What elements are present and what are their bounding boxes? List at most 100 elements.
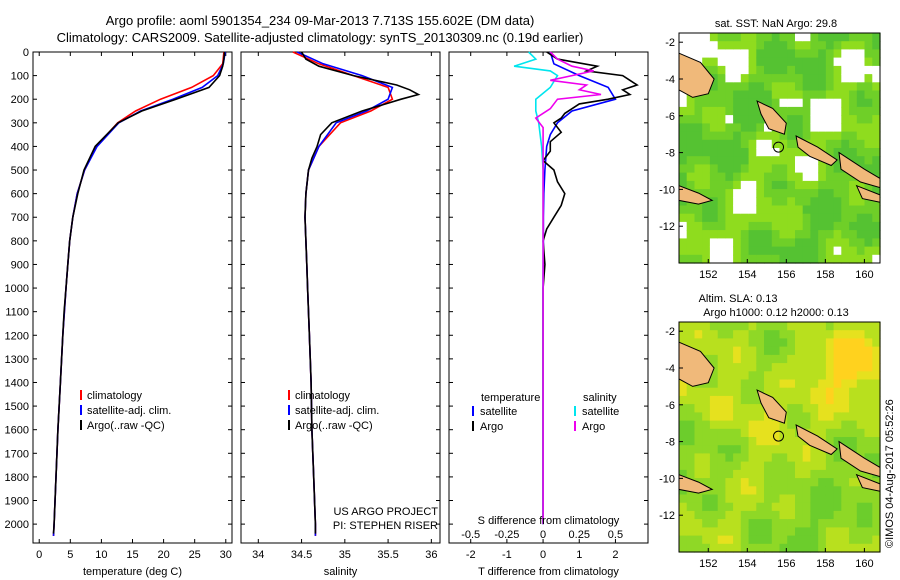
sla_map-cell (841, 494, 850, 504)
sst_map-cell (709, 123, 719, 133)
sla_map-cell (756, 354, 765, 364)
sla_map-cell (733, 404, 742, 413)
sla_map-cell (864, 445, 873, 454)
sst_map-cell (733, 213, 742, 223)
sla_map-cell (779, 486, 788, 496)
sst_map-cell (694, 205, 703, 215)
sst_map-cell (818, 189, 827, 198)
sla_map-cell (709, 502, 719, 512)
sst_map-cell (802, 106, 811, 116)
sla_map-cell (802, 543, 811, 553)
sst_map-cell (679, 221, 688, 231)
sst_map-cell (725, 164, 734, 174)
sla_map-cell (810, 469, 819, 479)
sst_map-ytick-label: -4 (665, 74, 675, 86)
sla_map-cell (849, 543, 858, 553)
sla_map-cell (825, 346, 835, 356)
sla_map-cell (725, 346, 734, 356)
sst_map-cell (802, 57, 811, 67)
sla_map-cell (686, 387, 695, 397)
sla_map-cell (771, 338, 781, 348)
sla_map-cell (709, 395, 719, 405)
sla_map-cell (733, 469, 742, 479)
sst_map-cell (779, 106, 788, 116)
sla_map-cell (795, 510, 804, 520)
diff-legend-label: satellite (582, 406, 619, 418)
sst_map-cell (709, 90, 719, 100)
sst_map-cell (679, 180, 688, 190)
sst_map-cell (740, 33, 750, 42)
sla_map-cell (709, 404, 719, 413)
sla_map-cell (702, 445, 711, 454)
sst_map-cell (725, 156, 734, 165)
sst_map-cell (740, 98, 750, 108)
sst_map-cell (818, 123, 827, 133)
sla_map-cell (702, 469, 711, 479)
sst_map-cell (756, 41, 765, 50)
sla_map-cell (787, 420, 796, 430)
differences-frame (448, 51, 649, 544)
sst_map-cell (709, 172, 719, 182)
sst_map-cell (787, 123, 796, 133)
sst_map-cell (764, 98, 773, 108)
sla_map-cell (679, 437, 688, 446)
sla_map-cell (686, 404, 695, 413)
sst_map-cell (756, 189, 765, 198)
sst_map-cell (740, 172, 750, 182)
sla_map-cell (864, 371, 873, 381)
sla_map-cell (864, 428, 873, 438)
sla_map-cell (679, 428, 688, 438)
sla_map-cell (849, 395, 858, 405)
sla_map-cell (694, 519, 703, 528)
sla_map-cell (818, 387, 827, 397)
sla_map-cell (779, 437, 788, 446)
sst_map-cell (679, 254, 688, 264)
sla_map-cell (864, 363, 873, 372)
sst_map-cell (686, 33, 695, 42)
sst_map-cell (764, 148, 773, 157)
sst_map-cell (756, 49, 765, 59)
sst_map-cell (810, 98, 819, 108)
sla_map-cell (733, 445, 742, 454)
sst_map-cell (779, 172, 788, 182)
differences-xlabel: T difference from climatology (478, 566, 619, 578)
sla_map-cell (856, 543, 866, 553)
sst_map-cell (709, 49, 719, 59)
sla_map-cell (856, 346, 866, 356)
sla_map-cell (872, 453, 881, 463)
sst_map-cell (771, 49, 781, 59)
sla_map-cell (725, 387, 734, 397)
sst_map-landmass (756, 100, 787, 135)
sla_map-cell (802, 379, 811, 389)
sla_map-cell (833, 486, 842, 496)
sst_map-cell (841, 98, 850, 108)
sla_map-cell (733, 478, 742, 487)
sst_map-cell (864, 148, 873, 157)
sla_map-cell (740, 428, 750, 438)
sla_map-cell (764, 543, 773, 553)
sla_map-cell (679, 502, 688, 512)
sla_map-cell (748, 346, 757, 356)
sst_map-cell (787, 156, 796, 165)
sst_map-cell (756, 74, 765, 83)
temperature-xtick-label: 10 (95, 549, 107, 561)
sla_map-cell (841, 363, 850, 372)
sst_map-cell (856, 98, 866, 108)
sst_map-cell (802, 41, 811, 50)
sla_map-cell (787, 412, 796, 422)
sst_map-cell (818, 164, 827, 174)
sst_map-cell (779, 65, 788, 75)
sst_map-cell (818, 254, 827, 264)
sst_map-cell (818, 246, 827, 256)
sla_map-cell (709, 461, 719, 471)
sst_map-cell (856, 131, 866, 141)
sst_map-cell (740, 180, 750, 190)
sla_map-xtick-label: 160 (855, 558, 873, 570)
depth-tick-label: 1300 (5, 354, 29, 366)
sst_map-cell (810, 41, 819, 50)
sla_map-cell (679, 527, 688, 537)
sst_map-cell (795, 156, 804, 165)
sst_map-cell (702, 57, 711, 67)
sla_map-cell (779, 322, 788, 331)
sla_map-cell (849, 363, 858, 372)
